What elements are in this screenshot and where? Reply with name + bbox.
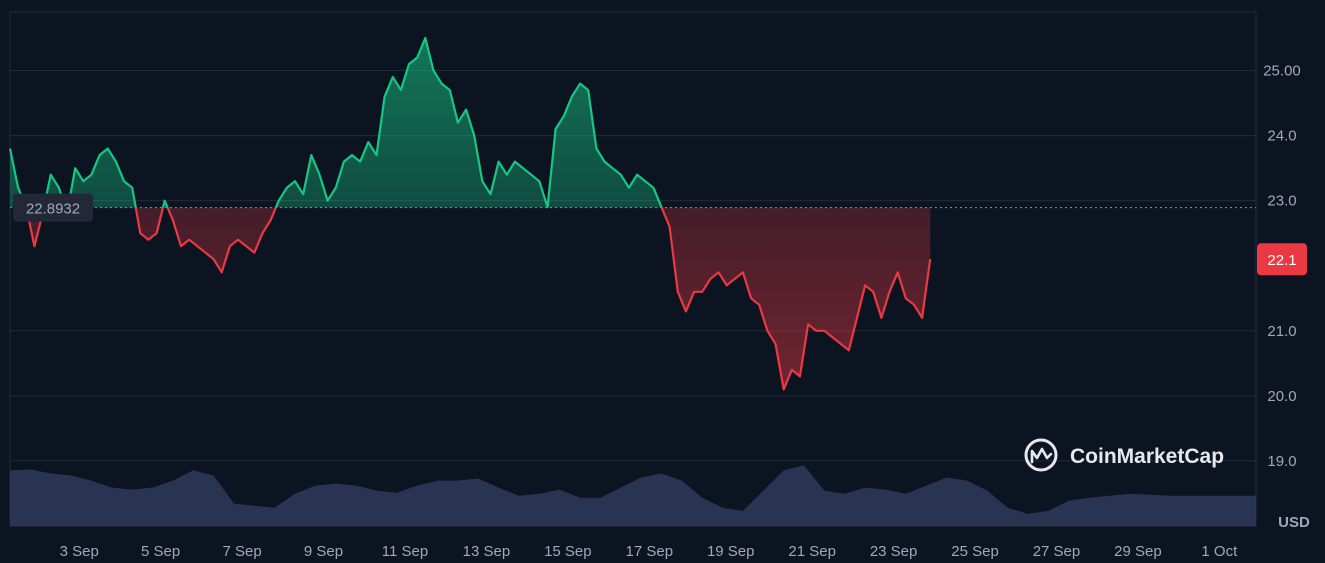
volume-series — [10, 465, 1256, 526]
brand-watermark: CoinMarketCap — [1024, 438, 1224, 472]
price-area-down — [26, 207, 931, 390]
y-axis-ticks: 25.00 24.0 23.0 21.0 20.0 19.0 — [1263, 63, 1301, 470]
x-tick-label: 5 Sep — [141, 543, 180, 560]
x-tick-label: 27 Sep — [1033, 543, 1081, 560]
current-price-badge: 22.1 — [1257, 243, 1307, 276]
x-tick-label: 19 Sep — [707, 543, 755, 560]
y-tick-label: 19.0 — [1267, 453, 1296, 470]
x-tick-label: 21 Sep — [788, 543, 836, 560]
x-tick-label: 11 Sep — [382, 543, 428, 560]
x-tick-label: 3 Sep — [60, 543, 99, 560]
currency-label: USD — [1278, 514, 1310, 531]
x-axis-ticks: 3 Sep 5 Sep 7 Sep 9 Sep 11 Sep 13 Sep 15 Sep 17… — [60, 543, 1238, 560]
y-tick-label: 25.00 — [1263, 63, 1301, 80]
x-tick-label: 13 Sep — [463, 543, 511, 560]
brand-name: CoinMarketCap — [1070, 445, 1224, 468]
volume-area — [10, 465, 1256, 526]
y-tick-label: 23.0 — [1267, 193, 1296, 210]
price-line-up — [8, 36, 663, 208]
x-tick-label: 15 Sep — [544, 543, 592, 560]
grid-lines — [10, 70, 1256, 462]
x-tick-label: 23 Sep — [870, 543, 918, 560]
x-tick-label: 29 Sep — [1114, 543, 1162, 560]
x-tick-label: 1 Oct — [1201, 543, 1238, 560]
baseline-badge: 22.8932 — [13, 193, 93, 222]
x-tick-label: 9 Sep — [304, 543, 343, 560]
price-line-down — [25, 207, 932, 391]
y-tick-label: 24.0 — [1267, 128, 1296, 145]
x-tick-label: 17 Sep — [626, 543, 674, 560]
baseline-value-label: 22.8932 — [26, 201, 80, 218]
x-tick-label: 7 Sep — [222, 543, 261, 560]
x-tick-label: 25 Sep — [951, 543, 999, 560]
y-tick-label: 20.0 — [1267, 388, 1296, 405]
current-price-label: 22.1 — [1267, 252, 1296, 269]
y-tick-label: 21.0 — [1267, 323, 1296, 340]
coinmarketcap-logo-icon — [1024, 438, 1058, 472]
